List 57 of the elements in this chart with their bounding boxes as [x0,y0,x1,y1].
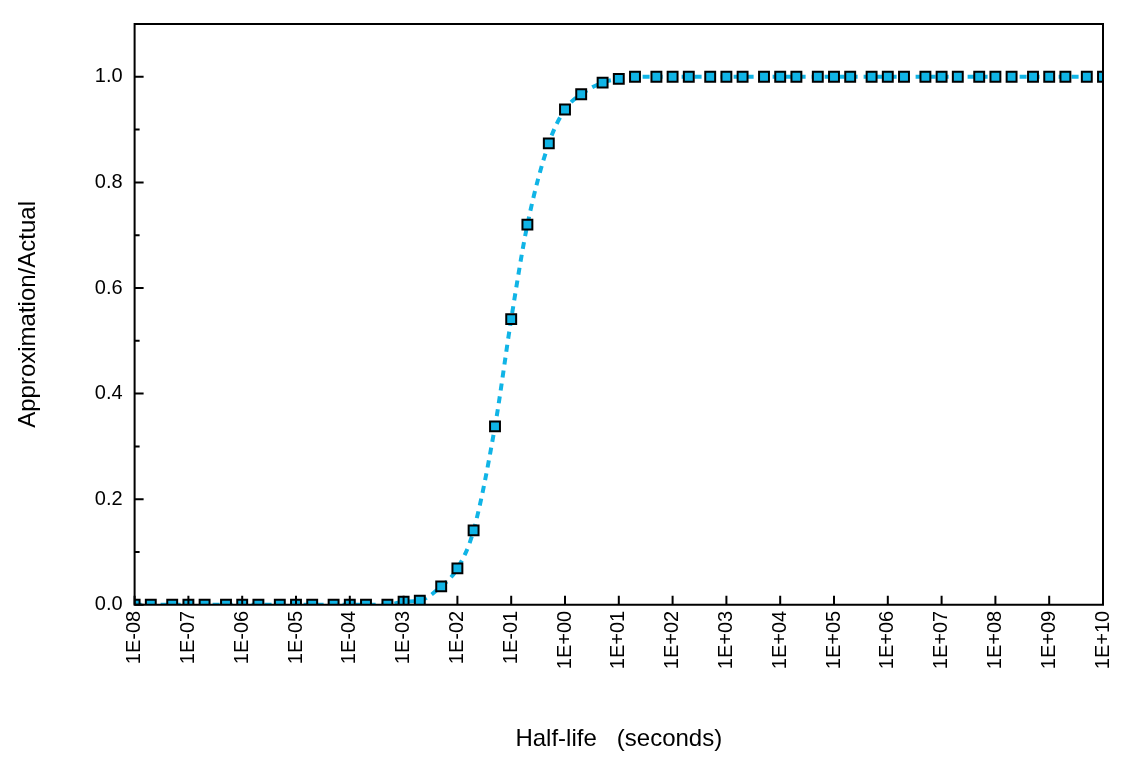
x-tick-label: 1E+02 [660,610,683,670]
x-tick-label: 1E+03 [713,610,736,670]
point [736,70,749,83]
point [1059,70,1072,83]
x-tick-label: 1E+10 [1090,610,1113,670]
x-tick-label: 1E-06 [229,610,252,665]
y-tick-label: 0.6 [94,275,123,298]
point [505,313,518,326]
x-tick-label: 1E+09 [1036,610,1059,670]
y-tick-label: 0.4 [94,381,123,404]
point [758,70,770,83]
point [790,70,803,83]
y-tick-label: 0.8 [94,169,123,192]
point [881,70,894,83]
point [989,70,1002,83]
point [951,70,964,83]
y-tick-label: 0.2 [94,486,123,509]
point [919,70,932,83]
point [865,70,878,83]
point [1005,70,1018,83]
point [542,137,555,150]
point [612,72,625,85]
point [650,70,663,83]
x-tick-label: 1E+07 [929,610,952,670]
point [1043,70,1056,83]
x-tick-label: 1E+06 [875,610,898,670]
y-tick-label: 0.0 [94,592,123,615]
point [629,70,641,83]
point [666,70,679,83]
x-tick-label: 1E-02 [444,610,467,665]
x-tick-label: 1E+00 [552,610,575,670]
point [521,218,534,231]
y-tick-label: 1.0 [94,64,123,87]
x-tick-label: 1E+08 [982,610,1005,670]
x-tick-label: 1E-05 [283,610,306,665]
point [935,70,948,83]
x-tick-label: 1E+01 [606,610,629,670]
point [720,70,733,83]
x-tick-label: 1E-07 [175,610,198,665]
x-axis-title: Half-life (seconds) [515,724,723,752]
point [774,70,787,83]
point [844,70,857,83]
y-axis-title: Approximation/Actual [13,201,41,428]
point [1027,70,1039,83]
x-tick-label: 1E-08 [122,610,145,665]
x-tick-label: 1E-03 [391,610,414,665]
x-tick-label: 1E-01 [498,610,521,665]
point [575,88,588,101]
point [596,76,609,89]
point [828,70,840,83]
point [559,103,571,116]
point [1080,70,1093,83]
x-tick-label: 1E+05 [821,610,844,670]
x-tick-label: 1E+04 [767,610,790,670]
point [898,70,910,83]
x-tick-label: 1E-04 [337,610,360,665]
point [811,70,824,83]
